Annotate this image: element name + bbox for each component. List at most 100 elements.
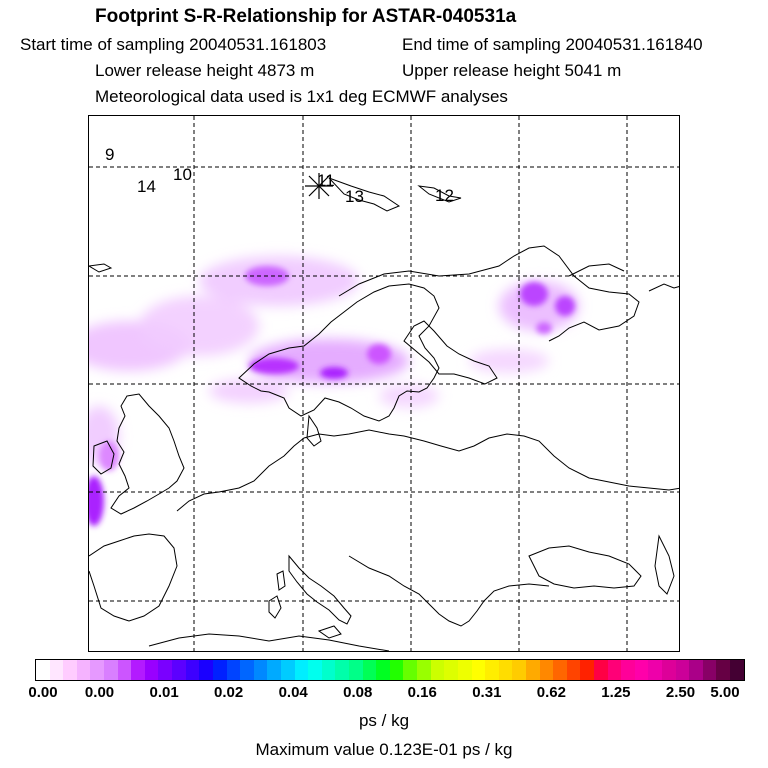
color-swatch (689, 660, 703, 680)
corsica-coast (276, 570, 286, 591)
color-swatch (376, 660, 390, 680)
color-swatch (131, 660, 145, 680)
color-swatch (457, 660, 472, 680)
balkans-coast (348, 555, 550, 627)
color-swatch (430, 660, 445, 680)
release-point-marker (305, 173, 333, 199)
color-swatch (498, 660, 513, 680)
color-swatch (90, 660, 105, 680)
color-scale-tick-label: 0.31 (472, 684, 502, 701)
color-swatch (403, 660, 418, 680)
svalbard-coast (328, 177, 401, 212)
caspian-coast (654, 534, 675, 595)
color-swatch (675, 660, 690, 680)
color-swatch (36, 660, 50, 680)
color-swatch (539, 660, 554, 680)
plume-area (469, 349, 549, 373)
footprint-map: 9 14 10 11 13 12 (88, 115, 680, 652)
upper-height-label: Upper release height 5041 m (402, 61, 622, 80)
barents-coast (568, 263, 625, 277)
color-swatch (267, 660, 281, 680)
color-swatch (144, 660, 159, 680)
unit-label: ps / kg (358, 711, 410, 730)
color-scale-tick-label: 0.00 (84, 684, 115, 701)
ireland-coast (92, 440, 115, 475)
iceland-coast (89, 263, 113, 273)
plume-core (89, 476, 104, 526)
color-swatch (104, 660, 118, 680)
color-swatch (294, 660, 309, 680)
color-swatch (63, 660, 77, 680)
plume-core (367, 344, 391, 364)
plume-area (139, 296, 259, 356)
point-label: 10 (173, 165, 192, 184)
plot-title: Footprint S-R-Relationship for ASTAR-040… (95, 6, 517, 27)
denmark-coast (306, 414, 322, 447)
color-swatch (172, 660, 186, 680)
color-swatch (117, 660, 132, 680)
color-swatch (444, 660, 458, 680)
color-swatch (730, 660, 744, 680)
color-scale-tick-label: 0.02 (214, 684, 244, 701)
color-swatch (199, 660, 213, 680)
lower-height-label: Lower release height 4873 m (95, 61, 315, 80)
color-swatch (553, 660, 567, 680)
map-canvas: 9 14 10 11 13 12 (89, 116, 679, 651)
sardinia-coast (268, 595, 282, 619)
point-label: 14 (137, 177, 156, 196)
color-scale-tick-label: 0.04 (278, 684, 308, 701)
color-swatch (593, 660, 608, 680)
plume-area (379, 384, 439, 408)
color-swatch (362, 660, 377, 680)
color-scale-bar (35, 659, 745, 681)
color-scale-tick-label: 5.00 (710, 684, 740, 701)
russia-north-coast (648, 283, 679, 292)
end-time-label: End time of sampling 20040531.161840 (402, 35, 703, 54)
uk-coast (110, 393, 185, 515)
plume-core (320, 367, 348, 379)
color-swatch (76, 660, 91, 680)
color-scale-tick-label: 0.16 (407, 684, 437, 701)
point-label: 13 (345, 187, 364, 206)
color-swatch (716, 660, 731, 680)
color-scale-tick-label: 0.00 (28, 684, 58, 701)
bothnia-coast (403, 320, 498, 385)
lat-lon-grid (89, 116, 679, 651)
point-label: 9 (105, 145, 114, 164)
color-swatch (512, 660, 526, 680)
color-swatch (566, 660, 581, 680)
italy-coast (288, 554, 352, 625)
color-swatch (634, 660, 649, 680)
color-swatch (335, 660, 350, 680)
kola-coast (338, 245, 640, 342)
color-scale-tick-label: 1.25 (601, 684, 631, 701)
plume-core (520, 282, 548, 306)
color-swatch (308, 660, 322, 680)
color-swatch (158, 660, 173, 680)
color-swatch (580, 660, 594, 680)
color-swatch (253, 660, 268, 680)
color-swatch (648, 660, 663, 680)
color-swatch (525, 660, 540, 680)
color-swatch (417, 660, 431, 680)
color-scale-tick-label: 0.01 (149, 684, 179, 701)
franz-josef-coast (417, 185, 462, 203)
plume-core (99, 441, 119, 471)
color-swatch (240, 660, 254, 680)
color-swatch (185, 660, 200, 680)
point-label: 11 (317, 171, 335, 190)
point-label: 12 (435, 186, 454, 205)
north-africa-coast (148, 633, 390, 651)
color-swatch (280, 660, 295, 680)
color-swatch (349, 660, 363, 680)
met-data-label: Meteorological data used is 1x1 deg ECMW… (95, 87, 508, 106)
europe-coast (176, 429, 679, 512)
color-swatch (662, 660, 676, 680)
color-scale-tick-label: 0.08 (343, 684, 373, 701)
coastlines (89, 177, 679, 651)
max-value-label: Maximum value 0.123E-01 ps / kg (255, 740, 513, 759)
color-swatch (702, 660, 717, 680)
sicily-coast (317, 625, 342, 639)
color-scale-tick-label: 2.50 (665, 684, 696, 701)
color-swatch (321, 660, 336, 680)
